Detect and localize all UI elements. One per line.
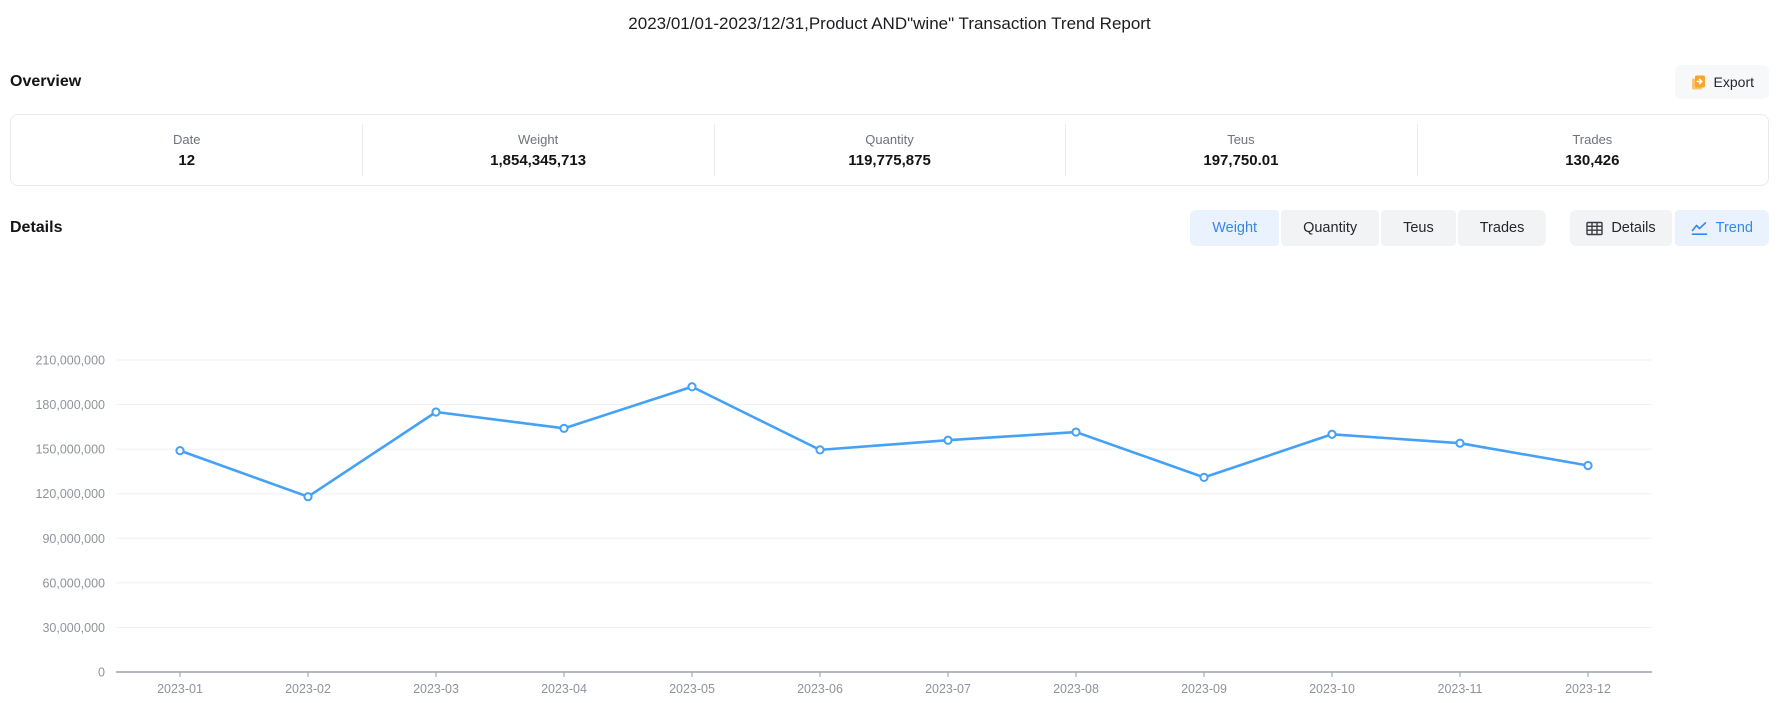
svg-text:2023-12: 2023-12 [1565,682,1611,696]
svg-text:2023-11: 2023-11 [1438,682,1483,696]
overview-stats-card: Date 12 Weight 1,854,345,713 Quantity 11… [10,114,1769,186]
stat-teus-value: 197,750.01 [1203,151,1279,169]
tab-trend-view-label: Trend [1715,220,1753,236]
svg-text:2023-03: 2023-03 [413,682,459,696]
export-button-label: Export [1713,74,1754,90]
tab-weight[interactable]: Weight [1190,210,1280,246]
svg-text:180,000,000: 180,000,000 [35,398,105,412]
tab-trades[interactable]: Trades [1457,210,1547,246]
overview-header-row: Overview Export [0,64,1779,100]
svg-text:210,000,000: 210,000,000 [35,354,105,368]
trend-chart-area: 0 30,000,000 60,000,000 90,000,000 120,000,0… [0,292,1779,703]
tab-details-view-label: Details [1611,220,1656,236]
trend-icon [1691,221,1708,236]
metric-tab-group: Weight Quantity Teus Trades [1190,210,1547,246]
view-tab-group: Details Trend [1570,210,1769,246]
svg-text:150,000,000: 150,000,000 [35,443,105,457]
details-controls: Weight Quantity Teus Trades Details [1190,210,1769,246]
svg-text:2023-09: 2023-09 [1181,682,1227,696]
svg-text:30,000,000: 30,000,000 [42,621,105,635]
svg-text:0: 0 [98,666,105,680]
svg-text:2023-07: 2023-07 [925,682,971,696]
svg-text:2023-10: 2023-10 [1309,682,1355,696]
table-icon [1586,221,1604,236]
details-header-row: Details Weight Quantity Teus Trades Deta… [0,210,1779,246]
overview-heading: Overview [10,73,82,90]
svg-text:60,000,000: 60,000,000 [42,576,105,590]
svg-text:2023-08: 2023-08 [1053,682,1099,696]
stat-trades: Trades 130,426 [1416,115,1768,185]
stat-quantity-value: 119,775,875 [848,151,931,169]
svg-text:2023-01: 2023-01 [157,682,203,696]
svg-text:120,000,000: 120,000,000 [35,487,105,501]
stat-teus: Teus 197,750.01 [1065,115,1416,185]
svg-text:2023-05: 2023-05 [669,682,715,696]
page-title: 2023/01/01-2023/12/31,Product AND"wine" … [628,14,1151,33]
export-button[interactable]: Export [1674,65,1769,99]
stat-quantity-label: Quantity [865,131,914,147]
trend-line-chart: 0 30,000,000 60,000,000 90,000,000 120,000,0… [35,354,1652,696]
stat-weight: Weight 1,854,345,713 [362,115,713,185]
svg-text:2023-04: 2023-04 [541,682,587,696]
svg-text:90,000,000: 90,000,000 [42,532,105,546]
tab-trend-view[interactable]: Trend [1674,210,1769,246]
svg-text:2023-02: 2023-02 [285,682,331,696]
tab-details-view[interactable]: Details [1570,210,1672,246]
svg-text:2023-06: 2023-06 [797,682,843,696]
stat-date-value: 12 [178,151,196,169]
export-document-icon [1690,74,1707,91]
stat-trades-value: 130,426 [1565,151,1620,169]
stat-trades-label: Trades [1572,131,1613,147]
tab-quantity[interactable]: Quantity [1281,210,1380,246]
details-heading: Details [10,219,63,236]
stat-date-label: Date [172,131,201,147]
tab-teus[interactable]: Teus [1381,210,1456,246]
stat-weight-value: 1,854,345,713 [490,151,587,169]
stat-quantity: Quantity 119,775,875 [713,115,1065,185]
stat-date: Date 12 [11,115,362,185]
stat-weight-label: Weight [517,131,559,147]
stat-teus-label: Teus [1227,131,1255,147]
